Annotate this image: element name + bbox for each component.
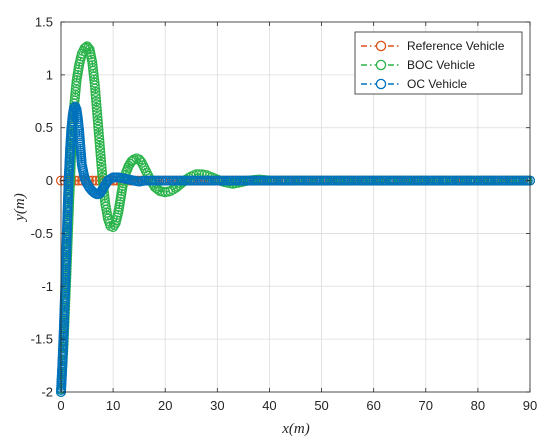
x-tick-label: 70: [419, 398, 433, 413]
data-point: [95, 143, 106, 154]
series-oc-vehicle: [55, 101, 535, 398]
data-point: [90, 83, 101, 94]
data-point: [91, 102, 102, 113]
data-point: [79, 43, 90, 54]
legend-label: OC Vehicle: [407, 77, 467, 91]
x-tick-label: 60: [366, 398, 380, 413]
legend-item: Reference Vehicle: [361, 39, 505, 53]
x-tick-label: 40: [262, 398, 276, 413]
data-point: [94, 137, 105, 148]
y-tick-label: 0.5: [35, 120, 53, 135]
data-point: [91, 105, 102, 116]
tick-layer: 0 10 20 30 40 50 60 70 80 90 -2 -1.5 -1 -0.5 0 0.5 1 1.5: [31, 15, 538, 414]
data-point: [94, 131, 105, 142]
data-point: [94, 140, 105, 151]
legend-items: Reference Vehicle BOC Vehicle OC Vehicle: [361, 39, 505, 91]
legend-item: OC Vehicle: [361, 77, 467, 91]
data-point: [165, 186, 176, 197]
plot-frame: [60, 21, 531, 393]
data-point: [94, 134, 105, 145]
data-point: [96, 162, 107, 173]
y-tick-label: 1: [46, 67, 53, 82]
data-point: [92, 115, 103, 126]
data-point: [89, 80, 100, 91]
y-tick-label: -0.5: [31, 226, 53, 241]
data-point: [90, 175, 101, 186]
x-tick-label: 20: [158, 398, 172, 413]
data-point: [92, 118, 103, 129]
data-point: [92, 112, 103, 123]
data-point: [90, 86, 101, 97]
data-point: [93, 124, 104, 135]
legend: Reference Vehicle BOC Vehicle OC Vehicle: [354, 31, 523, 95]
series-layer: [55, 41, 535, 398]
data-point: [90, 93, 101, 104]
data-point: [96, 166, 107, 177]
data-point: [96, 156, 107, 167]
y-tick-label: -2: [41, 385, 53, 400]
data-point: [90, 89, 101, 100]
data-point: [109, 219, 120, 230]
data-point: [92, 108, 103, 119]
data-point: [82, 41, 93, 52]
data-point: [95, 153, 106, 164]
legend-marker: [375, 78, 387, 90]
frame-layer: [60, 21, 531, 393]
x-tick-label: 30: [210, 398, 224, 413]
data-point: [91, 96, 102, 107]
legend-item: BOC Vehicle: [361, 58, 475, 72]
data-point: [91, 99, 102, 110]
data-point: [95, 147, 106, 158]
data-point: [96, 159, 107, 170]
y-tick-label: -1: [41, 279, 53, 294]
y-tick-label: 0: [46, 173, 53, 188]
legend-label: BOC Vehicle: [407, 58, 475, 72]
legend-label: Reference Vehicle: [407, 39, 505, 53]
data-point: [93, 128, 104, 139]
y-tick-label: 1.5: [35, 15, 53, 30]
x-tick-label: 0: [57, 398, 64, 413]
x-tick-label: 10: [106, 398, 120, 413]
legend-marker: [375, 59, 387, 71]
legend-marker: [375, 40, 387, 52]
y-axis-label: y(m): [12, 193, 28, 222]
x-tick-label: 50: [314, 398, 328, 413]
x-axis-label: x(m): [281, 421, 309, 437]
data-point: [93, 121, 104, 132]
x-tick-label: 80: [471, 398, 485, 413]
x-tick-label: 90: [523, 398, 537, 413]
data-point: [95, 150, 106, 161]
y-tick-label: -1.5: [31, 332, 53, 347]
